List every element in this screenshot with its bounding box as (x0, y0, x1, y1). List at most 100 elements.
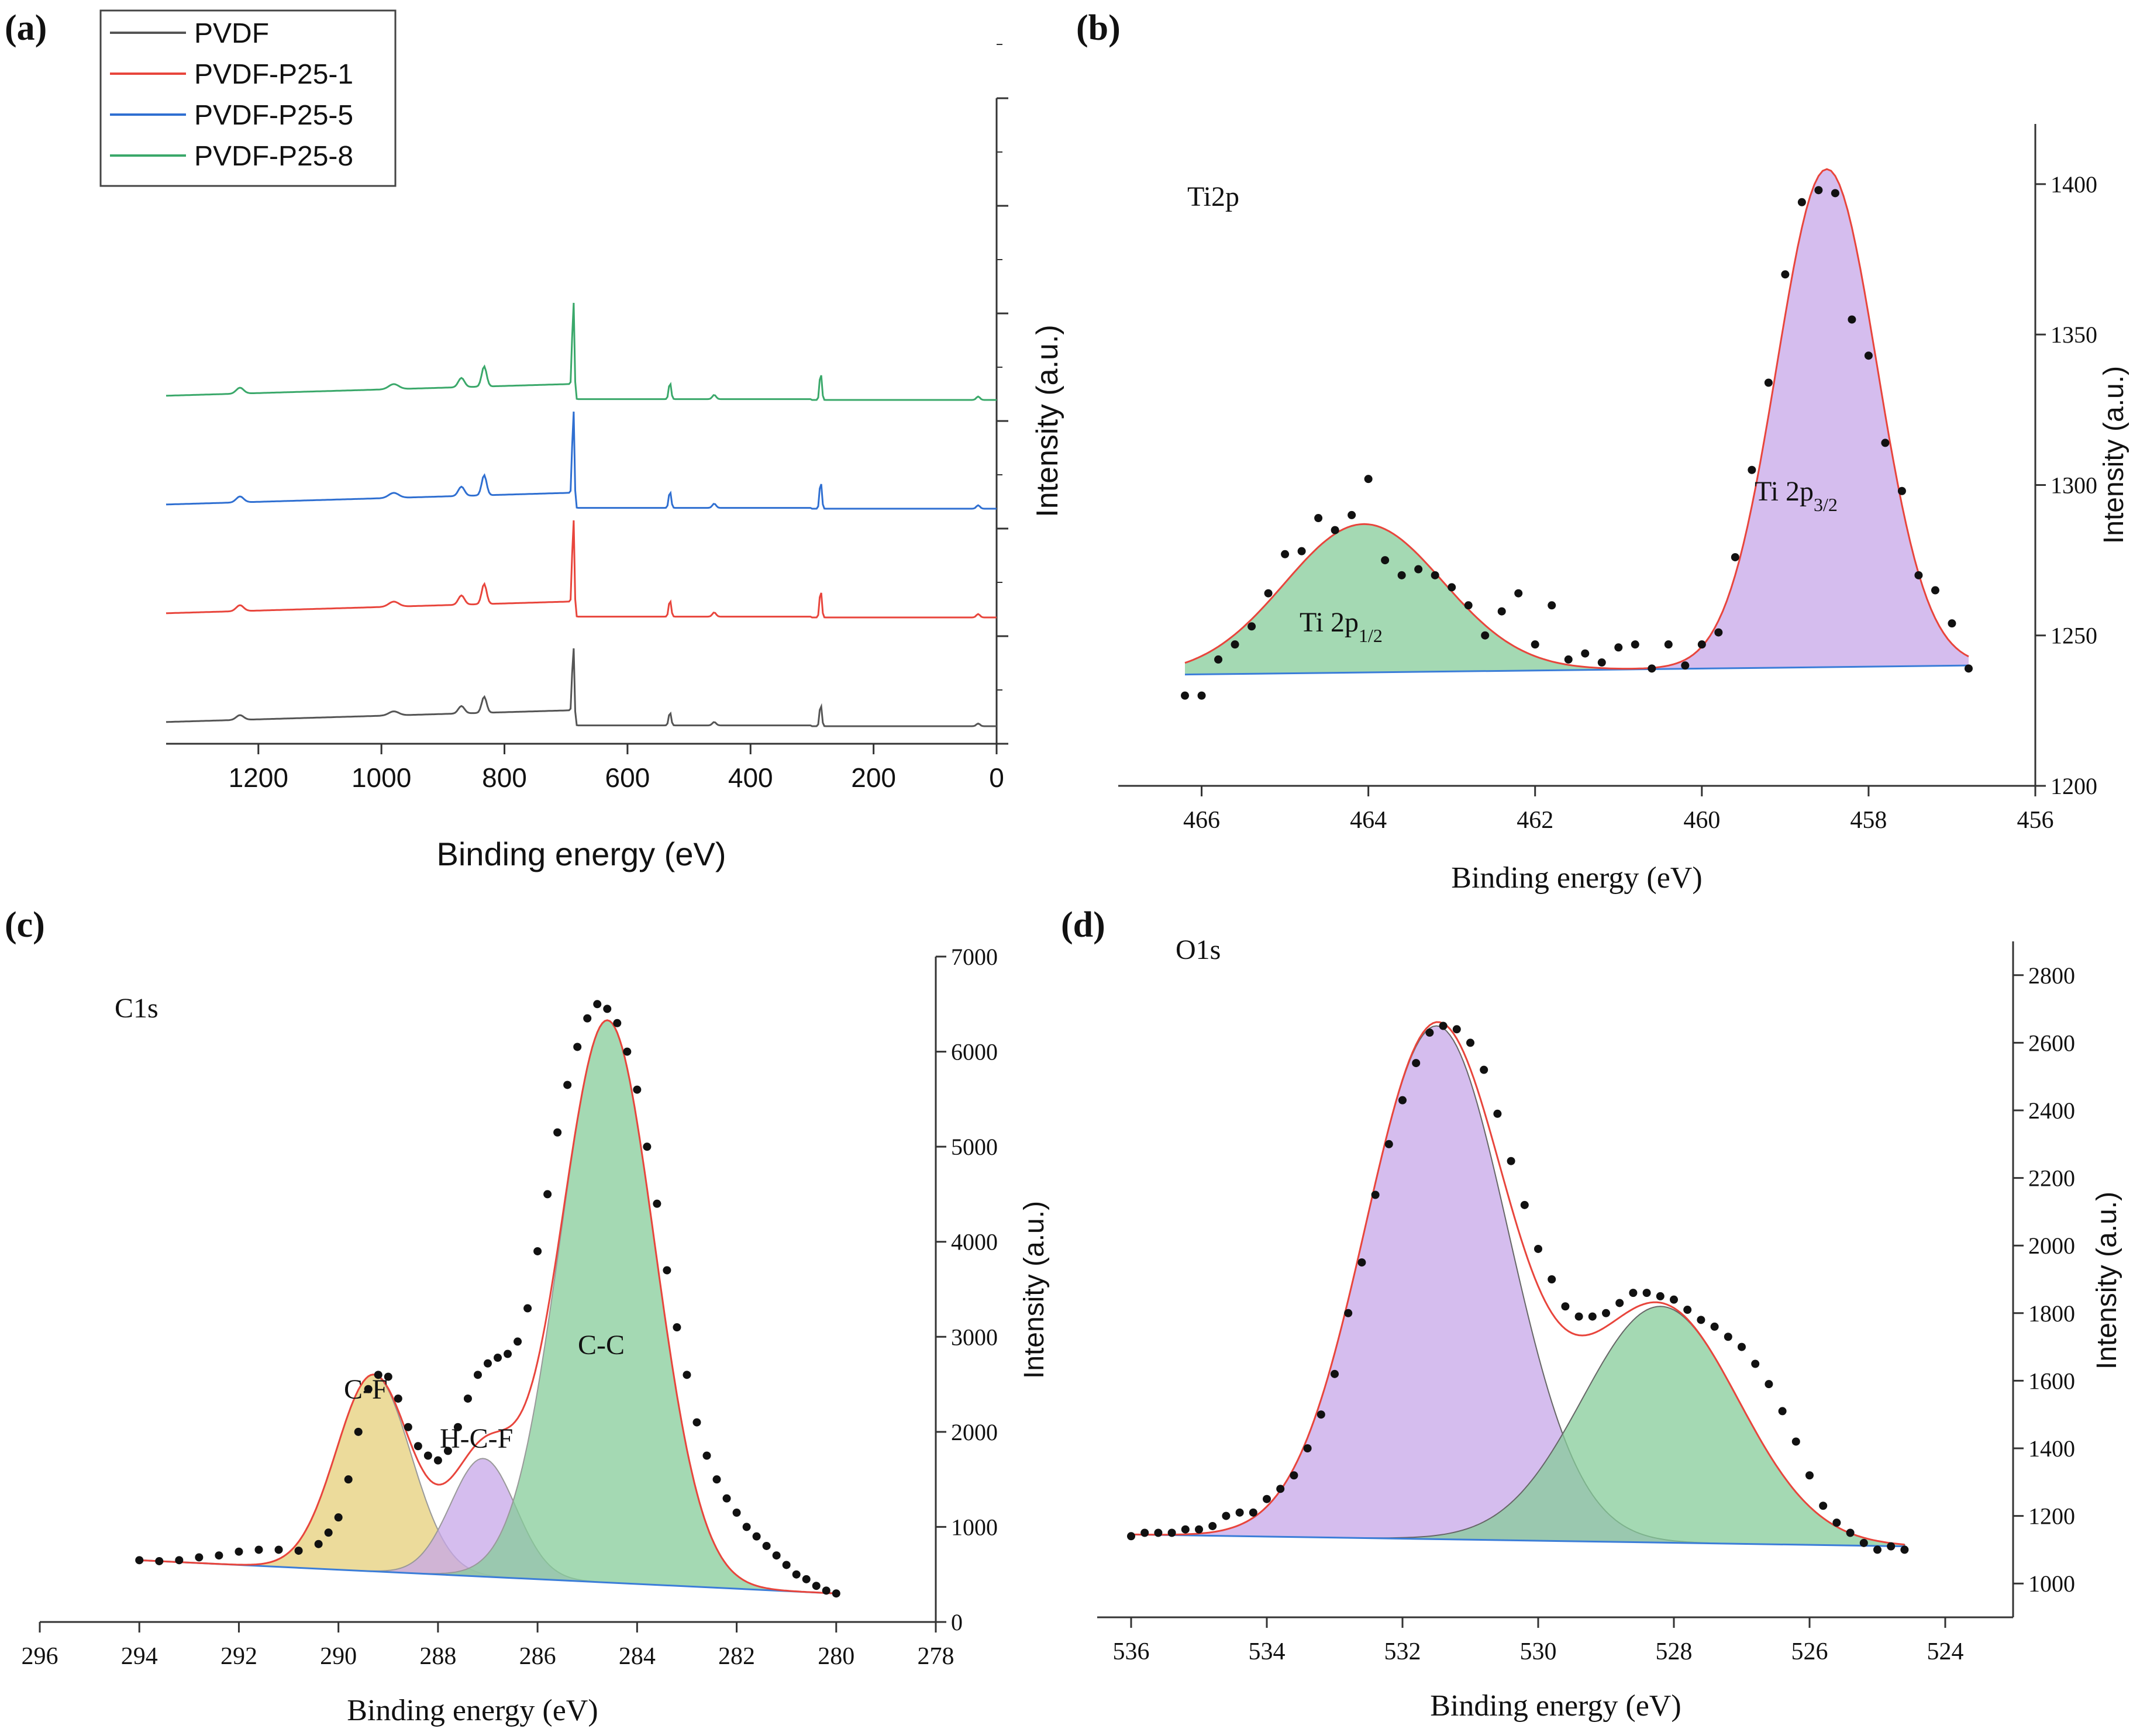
series-line-pvdf-p25-1 (166, 520, 997, 619)
data-point (1534, 1244, 1542, 1253)
y-tick-label: 0 (951, 1609, 963, 1635)
series-line-pvdf-p25-8 (166, 302, 997, 401)
series-line-pvdf-p25-5 (166, 411, 997, 510)
data-point (1448, 583, 1456, 592)
panel-a-y-ticks (997, 44, 1008, 745)
envelope-fit-line (1131, 1021, 1905, 1546)
panel-c-y-ticks: 0 1000 2000 3000 4000 5000 6000 7000 (936, 944, 998, 1635)
data-point (1714, 628, 1723, 637)
data-point (1964, 664, 1973, 673)
data-point (1297, 547, 1306, 555)
data-point (1848, 315, 1856, 324)
data-point (1181, 691, 1190, 700)
data-point (1344, 1309, 1353, 1317)
component-peak-0 (1185, 524, 1969, 675)
y-tick-label: 1250 (2051, 623, 2097, 649)
data-point (423, 1451, 432, 1460)
panel-a-x-label: Binding energy (eV) (437, 836, 726, 872)
data-point (702, 1451, 711, 1460)
data-point (802, 1575, 811, 1583)
y-tick-label: 1200 (2028, 1503, 2075, 1530)
y-tick-label: 2000 (951, 1419, 998, 1445)
envelope-fit-line (139, 1019, 836, 1595)
y-tick-label: 1000 (2028, 1571, 2075, 1597)
panel-d-label: (d) (1061, 905, 1105, 945)
component-peak-1 (1185, 169, 1969, 675)
data-point (494, 1354, 502, 1362)
data-point (514, 1337, 522, 1346)
data-point (1154, 1528, 1163, 1537)
background-line (139, 1559, 836, 1595)
data-point (1381, 556, 1390, 565)
x-tick-label: 460 (1683, 807, 1720, 834)
x-tick-label: 532 (1384, 1638, 1421, 1665)
data-point (772, 1551, 781, 1560)
y-tick-label: 1300 (2051, 472, 2097, 498)
data-point (1466, 1038, 1474, 1047)
data-point (722, 1494, 731, 1503)
component-label-subscript: 1/2 (1359, 625, 1383, 646)
data-point (175, 1556, 184, 1565)
data-point (1364, 475, 1373, 484)
y-tick-label: 3000 (951, 1324, 998, 1350)
panel-c-label: (c) (5, 905, 45, 945)
data-point (1670, 1295, 1678, 1304)
x-tick-label: 526 (1791, 1638, 1828, 1665)
data-point (1642, 1289, 1651, 1297)
data-point (1531, 640, 1539, 649)
data-point (195, 1553, 204, 1562)
panel-a-series-lines (166, 302, 997, 727)
x-tick-label: 0 (989, 762, 1004, 793)
y-tick-label: 6000 (951, 1039, 998, 1065)
data-point (1231, 640, 1239, 649)
data-point (1384, 1140, 1393, 1148)
data-point (1615, 1299, 1624, 1307)
data-point (1574, 1312, 1583, 1321)
data-point (314, 1540, 323, 1548)
data-point (643, 1143, 652, 1151)
data-point (1276, 1485, 1285, 1493)
legend-label: PVDF-P25-1 (194, 59, 353, 90)
data-point (1683, 1306, 1692, 1314)
panel-d-y-label: Intensity (a.u.) (2091, 1192, 2122, 1369)
data-point (394, 1394, 402, 1403)
data-point (1303, 1444, 1312, 1452)
x-tick-label: 456 (2017, 807, 2054, 834)
background-line (1131, 1533, 1905, 1548)
y-tick-label: 4000 (951, 1229, 998, 1255)
panel-b-x-label: Binding energy (eV) (1451, 861, 1702, 895)
data-point (663, 1266, 671, 1275)
data-point (692, 1418, 701, 1427)
data-point (1398, 1096, 1407, 1105)
y-tick-label: 7000 (951, 944, 998, 970)
data-point (673, 1323, 681, 1332)
data-point (1873, 1545, 1881, 1554)
panel-d-x-ticks: 536 534 532 530 528 526 524 (1113, 1617, 1964, 1665)
data-point (1520, 1200, 1529, 1209)
y-tick-label: 1600 (2028, 1368, 2075, 1394)
data-point (1697, 1316, 1705, 1324)
series-line-pvdf (166, 648, 997, 727)
data-point (324, 1528, 333, 1537)
data-point (1331, 526, 1339, 534)
data-point (1548, 601, 1556, 610)
y-tick-label: 2400 (2028, 1097, 2075, 1124)
data-point (1588, 1312, 1597, 1321)
data-point (752, 1532, 761, 1541)
data-point (1235, 1508, 1244, 1517)
data-point (683, 1371, 691, 1379)
x-tick-label: 400 (728, 762, 773, 793)
x-tick-label: 288 (419, 1643, 456, 1670)
y-tick-label: 1200 (2051, 773, 2097, 799)
data-point (792, 1570, 801, 1579)
data-point (413, 1442, 422, 1451)
data-point (443, 1447, 452, 1455)
x-tick-label: 524 (1927, 1638, 1964, 1665)
data-point (732, 1509, 741, 1517)
data-point (1931, 586, 1939, 595)
background-line (1185, 664, 1969, 676)
data-point (344, 1475, 353, 1484)
data-point (1656, 1292, 1665, 1300)
y-tick-label: 1350 (2051, 322, 2097, 348)
